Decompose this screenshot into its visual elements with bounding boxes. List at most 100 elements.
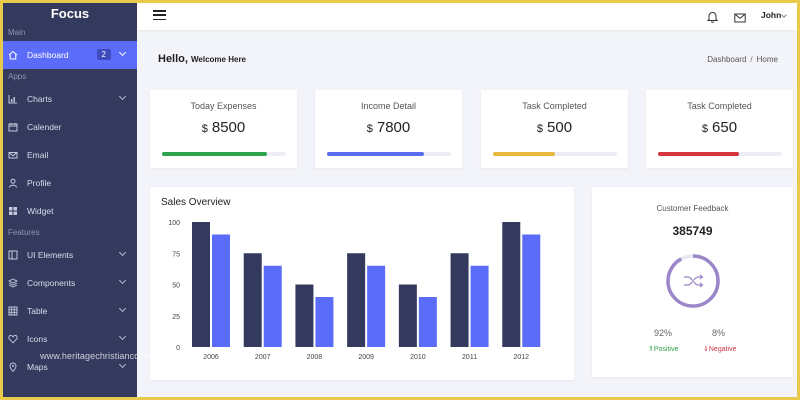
y-tick-label: 50 xyxy=(172,283,180,290)
breadcrumb: Dashboard / Home xyxy=(707,55,778,64)
donut-arc xyxy=(666,254,720,308)
breadcrumb-separator: / xyxy=(750,55,753,64)
chevron-down-icon xyxy=(118,360,127,369)
chevron-down-icon xyxy=(118,92,127,101)
stat-value: $500 xyxy=(481,119,628,136)
bar[interactable] xyxy=(315,297,334,347)
currency-symbol: $ xyxy=(536,123,544,135)
sidebar: Focus Main Dashboard 2 Apps Charts Calen… xyxy=(3,3,137,397)
hamburger-menu-icon[interactable] xyxy=(153,10,166,21)
bar[interactable] xyxy=(347,253,366,347)
y-tick-label: 100 xyxy=(168,220,180,227)
x-tick-label: 2011 xyxy=(462,354,477,361)
page-greeting: Hello, Welcome Here xyxy=(158,53,246,65)
top-bar: John xyxy=(137,3,797,30)
positive-label: Positive xyxy=(653,346,679,353)
bell-icon[interactable] xyxy=(706,10,719,28)
progress-fill xyxy=(493,152,555,156)
x-tick-label: 2008 xyxy=(307,354,323,361)
sidebar-item-icons[interactable]: Icons xyxy=(3,325,137,353)
shuffle-icon xyxy=(684,274,704,288)
stat-label: Today Expenses xyxy=(190,101,257,111)
stat-number: 500 xyxy=(547,119,573,136)
mail-icon[interactable] xyxy=(734,10,746,28)
sidebar-item-calender[interactable]: Calender xyxy=(3,113,137,141)
sidebar-item-ui-elements[interactable]: UI Elements xyxy=(3,241,137,269)
breadcrumb-home[interactable]: Home xyxy=(756,55,778,64)
bar[interactable] xyxy=(502,222,521,347)
x-tick-label: 2012 xyxy=(513,354,529,361)
sidebar-item-email[interactable]: Email xyxy=(3,141,137,169)
positive-indicator: ⇑Positive xyxy=(648,345,678,353)
notification-badge: 2 xyxy=(96,49,111,60)
sidebar-item-label: Charts xyxy=(27,94,53,104)
stat-card-income: Income Detail $7800 xyxy=(315,90,462,168)
y-tick-label: 0 xyxy=(176,345,180,352)
sidebar-item-label: Email xyxy=(27,150,49,160)
bar[interactable] xyxy=(470,265,489,347)
stat-number: 8500 xyxy=(211,119,246,136)
stat-label: Task Completed xyxy=(687,101,752,111)
watermark-text: www.heritagechristiancollege.com xyxy=(40,351,179,361)
calendar-icon xyxy=(8,122,18,132)
feedback-donut xyxy=(666,254,720,308)
widget-icon xyxy=(8,206,18,216)
y-tick-label: 25 xyxy=(172,314,180,321)
chevron-down-icon xyxy=(118,48,127,57)
sidebar-item-label: Table xyxy=(27,306,48,316)
chevron-down-icon[interactable] xyxy=(781,12,787,18)
feedback-total: 385749 xyxy=(672,224,713,238)
progress-track xyxy=(162,152,286,156)
stat-label: Task Completed xyxy=(522,101,587,111)
stat-number: 650 xyxy=(712,119,738,136)
bar[interactable] xyxy=(263,265,282,347)
chevron-down-icon xyxy=(118,276,127,285)
sidebar-item-label: Widget xyxy=(27,206,54,216)
chevron-down-icon xyxy=(118,248,127,257)
heart-icon xyxy=(8,334,18,344)
x-tick-label: 2010 xyxy=(410,354,426,361)
sidebar-item-label: Profile xyxy=(27,178,52,188)
bar[interactable] xyxy=(192,222,210,347)
bar[interactable] xyxy=(295,284,314,348)
stat-value: $7800 xyxy=(315,119,462,136)
user-menu[interactable]: John xyxy=(761,10,782,20)
sidebar-item-table[interactable]: Table xyxy=(3,297,137,325)
progress-fill xyxy=(327,152,424,156)
stat-label: Income Detail xyxy=(360,101,417,111)
bar[interactable] xyxy=(367,265,386,347)
feedback-title: Customer Feedback xyxy=(656,204,729,213)
progress-track xyxy=(493,152,617,156)
map-pin-icon xyxy=(8,362,18,372)
x-tick-label: 2009 xyxy=(358,354,374,361)
components-icon xyxy=(8,278,18,288)
bar[interactable] xyxy=(212,234,230,348)
sidebar-item-label: Maps xyxy=(27,362,48,372)
sidebar-item-widget[interactable]: Widget xyxy=(3,197,137,225)
stat-card-task-completed: Task Completed $500 xyxy=(481,90,628,168)
sidebar-item-label: Components xyxy=(27,278,76,288)
bar[interactable] xyxy=(243,253,262,347)
sales-bar-chart: 0 25 50 75 100 2006 2007 2008 2009 2010 2011 2012 xyxy=(168,220,541,361)
sidebar-item-maps[interactable]: Maps xyxy=(3,353,137,381)
section-apps: Apps xyxy=(8,72,27,81)
sidebar-item-label: UI Elements xyxy=(27,250,74,260)
bar[interactable] xyxy=(398,284,417,348)
sidebar-item-profile[interactable]: Profile xyxy=(3,169,137,197)
stat-value: $8500 xyxy=(150,119,297,136)
breadcrumb-dashboard[interactable]: Dashboard xyxy=(707,55,747,64)
email-icon xyxy=(8,150,18,160)
sidebar-item-label: Icons xyxy=(27,334,48,344)
arrow-down-icon: ⇓ xyxy=(703,346,709,353)
sales-overview-card: Sales Overview 0 25 50 75 100 2006 2007 2008 200… xyxy=(150,187,574,380)
bar[interactable] xyxy=(418,297,437,347)
sidebar-item-dashboard[interactable]: Dashboard 2 xyxy=(3,41,137,69)
sidebar-item-charts[interactable]: Charts xyxy=(3,85,137,113)
sidebar-item-components[interactable]: Components xyxy=(3,269,137,297)
brand-logo[interactable]: Focus xyxy=(50,6,90,21)
bar[interactable] xyxy=(522,234,541,348)
bar[interactable] xyxy=(450,253,469,347)
progress-fill xyxy=(658,152,739,156)
progress-track xyxy=(327,152,451,156)
chevron-down-icon xyxy=(118,332,127,341)
